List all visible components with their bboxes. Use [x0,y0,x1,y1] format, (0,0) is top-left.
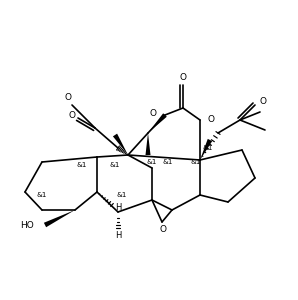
Text: &1: &1 [110,162,120,168]
Text: O: O [208,115,215,124]
Text: HO: HO [20,220,34,230]
Text: &1: &1 [147,159,157,165]
Text: O: O [69,112,75,121]
Text: O: O [260,97,267,106]
Text: &1: &1 [191,159,201,165]
Text: H: H [115,203,121,212]
Text: &1: &1 [37,192,47,198]
Text: &1: &1 [163,159,173,165]
Text: &1: &1 [77,162,87,168]
Polygon shape [148,113,167,133]
Text: O: O [179,74,187,82]
Text: &1: &1 [203,145,213,151]
Text: &1: &1 [117,192,127,198]
Text: O: O [150,110,157,118]
Polygon shape [113,134,128,155]
Polygon shape [200,139,212,160]
Text: O: O [64,92,72,101]
Polygon shape [44,210,75,227]
Polygon shape [145,133,150,155]
Text: O: O [159,224,167,233]
Text: H: H [115,230,121,239]
